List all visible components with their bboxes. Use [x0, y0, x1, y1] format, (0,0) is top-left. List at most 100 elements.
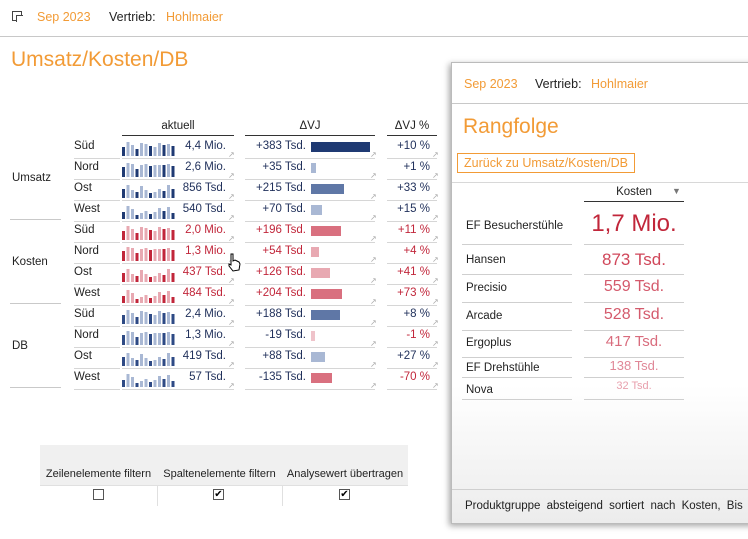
delta-percent[interactable]: +33 %: [397, 182, 430, 194]
region-label[interactable]: Ost: [74, 266, 92, 278]
drilldown-arrow-icon[interactable]: ↗: [370, 360, 377, 369]
drilldown-arrow-icon[interactable]: ↗: [432, 192, 439, 201]
delta-percent[interactable]: +10 %: [397, 140, 430, 152]
drilldown-arrow-icon[interactable]: ↗: [432, 150, 439, 159]
delta-percent[interactable]: +73 %: [397, 287, 430, 299]
region-label[interactable]: Ost: [74, 182, 92, 194]
drilldown-arrow-icon[interactable]: ↗: [228, 276, 235, 285]
sales-person[interactable]: Hohlmaier: [166, 10, 223, 24]
drilldown-arrow-icon[interactable]: ↗: [370, 192, 377, 201]
drilldown-arrow-icon[interactable]: ↗: [432, 213, 439, 222]
drilldown-arrow-icon[interactable]: ↗: [432, 318, 439, 327]
ranking-item-name[interactable]: Nova: [466, 384, 493, 396]
drilldown-arrow-icon[interactable]: ↗: [432, 297, 439, 306]
ranking-item-value[interactable]: 528 Tsd.: [603, 306, 665, 323]
filter-rows-checkbox[interactable]: [93, 489, 104, 500]
ranking-item-value[interactable]: 138 Tsd.: [609, 358, 659, 373]
current-value[interactable]: 1,3 Mio.: [185, 329, 226, 341]
current-value[interactable]: 419 Tsd.: [182, 350, 226, 362]
ranking-column-header[interactable]: Kosten: [616, 186, 652, 198]
region-label[interactable]: West: [74, 371, 100, 383]
ranking-item-name[interactable]: Hansen: [466, 254, 506, 266]
ranking-item-value[interactable]: 559 Tsd.: [603, 278, 665, 295]
drilldown-arrow-icon[interactable]: ↗: [370, 234, 377, 243]
delta-value[interactable]: +70 Tsd.: [262, 203, 306, 215]
ranking-item-value[interactable]: 417 Tsd.: [605, 333, 663, 350]
drilldown-arrow-icon[interactable]: ↗: [432, 171, 439, 180]
drilldown-arrow-icon[interactable]: ↗: [370, 276, 377, 285]
delta-percent[interactable]: +8 %: [403, 308, 430, 320]
region-label[interactable]: West: [74, 203, 100, 215]
drilldown-arrow-icon[interactable]: ↗: [228, 234, 235, 243]
drilldown-arrow-icon[interactable]: ↗: [228, 150, 235, 159]
drilldown-arrow-icon[interactable]: ↗: [228, 381, 235, 390]
transfer-analysis-checkbox[interactable]: ✔: [339, 489, 350, 500]
delta-percent[interactable]: +11 %: [397, 224, 430, 236]
delta-value[interactable]: +54 Tsd.: [262, 245, 306, 257]
current-value[interactable]: 57 Tsd.: [189, 371, 226, 383]
delta-percent[interactable]: +4 %: [403, 245, 430, 257]
drilldown-arrow-icon[interactable]: ↗: [370, 213, 377, 222]
panel-sales-person[interactable]: Hohlmaier: [591, 77, 648, 91]
drilldown-arrow-icon[interactable]: ↗: [370, 171, 377, 180]
ranking-item-name[interactable]: EF Besucherstühle: [466, 220, 564, 232]
ranking-item-name[interactable]: EF Drehstühle: [466, 362, 540, 374]
drilldown-arrow-icon[interactable]: ↗: [370, 381, 377, 390]
current-value[interactable]: 540 Tsd.: [182, 203, 226, 215]
drilldown-arrow-icon[interactable]: ↗: [370, 318, 377, 327]
current-value[interactable]: 4,4 Mio.: [185, 140, 226, 152]
drilldown-arrow-icon[interactable]: ↗: [432, 339, 439, 348]
current-value[interactable]: 2,4 Mio.: [185, 308, 226, 320]
ranking-item-value[interactable]: 32 Tsd.: [616, 380, 652, 392]
drilldown-arrow-icon[interactable]: ↗: [228, 318, 235, 327]
delta-value[interactable]: +35 Tsd.: [262, 161, 306, 173]
sort-down-icon[interactable]: ▼: [672, 186, 681, 196]
filter-columns-checkbox[interactable]: ✔: [213, 489, 224, 500]
ranking-item-value[interactable]: 873 Tsd.: [602, 250, 666, 269]
region-label[interactable]: Süd: [74, 140, 95, 152]
drilldown-arrow-icon[interactable]: ↗: [228, 213, 235, 222]
panel-period[interactable]: Sep 2023: [464, 77, 518, 91]
back-button[interactable]: Zurück zu Umsatz/Kosten/DB: [457, 153, 635, 173]
delta-percent[interactable]: +1 %: [403, 161, 430, 173]
drilldown-arrow-icon[interactable]: ↗: [228, 339, 235, 348]
drilldown-arrow-icon[interactable]: ↗: [432, 234, 439, 243]
delta-percent[interactable]: +15 %: [397, 203, 430, 215]
delta-percent[interactable]: -70 %: [399, 371, 430, 383]
current-value[interactable]: 1,3 Mio.: [185, 245, 226, 257]
drilldown-arrow-icon[interactable]: ↗: [228, 297, 235, 306]
current-value[interactable]: 2,6 Mio.: [185, 161, 226, 173]
ranking-item-name[interactable]: Arcade: [466, 310, 503, 322]
drilldown-arrow-icon[interactable]: ↗: [370, 297, 377, 306]
delta-value[interactable]: +204 Tsd.: [256, 287, 306, 299]
delta-value[interactable]: +215 Tsd.: [256, 182, 306, 194]
delta-value[interactable]: +383 Tsd.: [256, 140, 306, 152]
delta-percent[interactable]: +41 %: [397, 266, 430, 278]
current-value[interactable]: 2,0 Mio.: [185, 224, 226, 236]
drilldown-arrow-icon[interactable]: ↗: [228, 192, 235, 201]
region-label[interactable]: Nord: [74, 245, 99, 257]
ranking-item-name[interactable]: Ergoplus: [466, 337, 512, 349]
drilldown-arrow-icon[interactable]: ↗: [432, 360, 439, 369]
expand-icon[interactable]: [12, 11, 23, 22]
region-label[interactable]: Süd: [74, 224, 95, 236]
drilldown-arrow-icon[interactable]: ↗: [432, 276, 439, 285]
drilldown-arrow-icon[interactable]: ↗: [228, 360, 235, 369]
region-label[interactable]: Süd: [74, 308, 95, 320]
period-label[interactable]: Sep 2023: [37, 10, 91, 24]
drilldown-arrow-icon[interactable]: ↗: [228, 171, 235, 180]
delta-value[interactable]: +126 Tsd.: [256, 266, 306, 278]
current-value[interactable]: 484 Tsd.: [182, 287, 226, 299]
current-value[interactable]: 437 Tsd.: [182, 266, 226, 278]
drilldown-arrow-icon[interactable]: ↗: [370, 339, 377, 348]
ranking-item-value[interactable]: 1,7 Mio.: [591, 210, 677, 237]
current-value[interactable]: 856 Tsd.: [182, 182, 226, 194]
region-label[interactable]: Nord: [74, 329, 99, 341]
region-label[interactable]: West: [74, 287, 100, 299]
delta-percent[interactable]: +27 %: [397, 350, 430, 362]
region-label[interactable]: Nord: [74, 161, 99, 173]
drilldown-arrow-icon[interactable]: ↗: [370, 150, 377, 159]
delta-value[interactable]: +188 Tsd.: [256, 308, 306, 320]
drilldown-arrow-icon[interactable]: ↗: [432, 381, 439, 390]
drilldown-arrow-icon[interactable]: ↗: [432, 255, 439, 264]
